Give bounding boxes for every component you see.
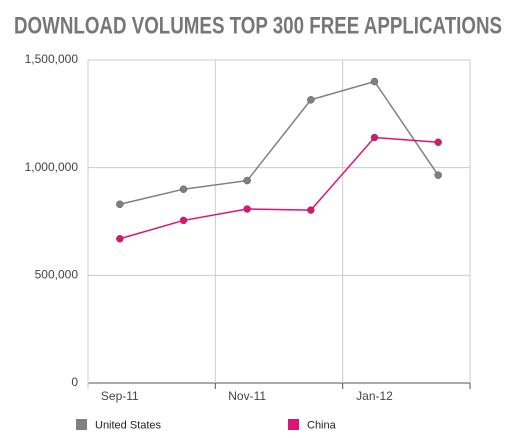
series-line [119, 136, 439, 240]
point [116, 234, 124, 243]
y-tick-label: 1,500,000 [25, 52, 79, 66]
legend-swatch [76, 419, 87, 430]
y-tick-label: 0 [71, 375, 78, 389]
y-tick-label: 500,000 [35, 268, 79, 282]
point [434, 138, 442, 147]
point [179, 185, 188, 193]
x-tick-label: Jan-12 [356, 389, 393, 403]
x-tick-label: Nov-11 [228, 389, 266, 403]
legend-swatch [288, 419, 299, 430]
point [243, 205, 251, 213]
point [307, 96, 315, 104]
chart-title: DOWNLOAD VOLUMES TOP 300 FREE APPLICATIO… [14, 12, 502, 39]
point [179, 216, 188, 225]
point [370, 77, 379, 86]
y-tick-label: 1,000,000 [25, 160, 79, 174]
point [243, 176, 251, 185]
series-line [119, 80, 439, 206]
point [116, 200, 124, 209]
point [434, 171, 442, 179]
x-tick-label: Sep-11 [101, 389, 139, 403]
point [307, 206, 315, 214]
point [370, 133, 379, 142]
legend-label: China [307, 419, 337, 431]
legend-label: United States [95, 419, 162, 431]
